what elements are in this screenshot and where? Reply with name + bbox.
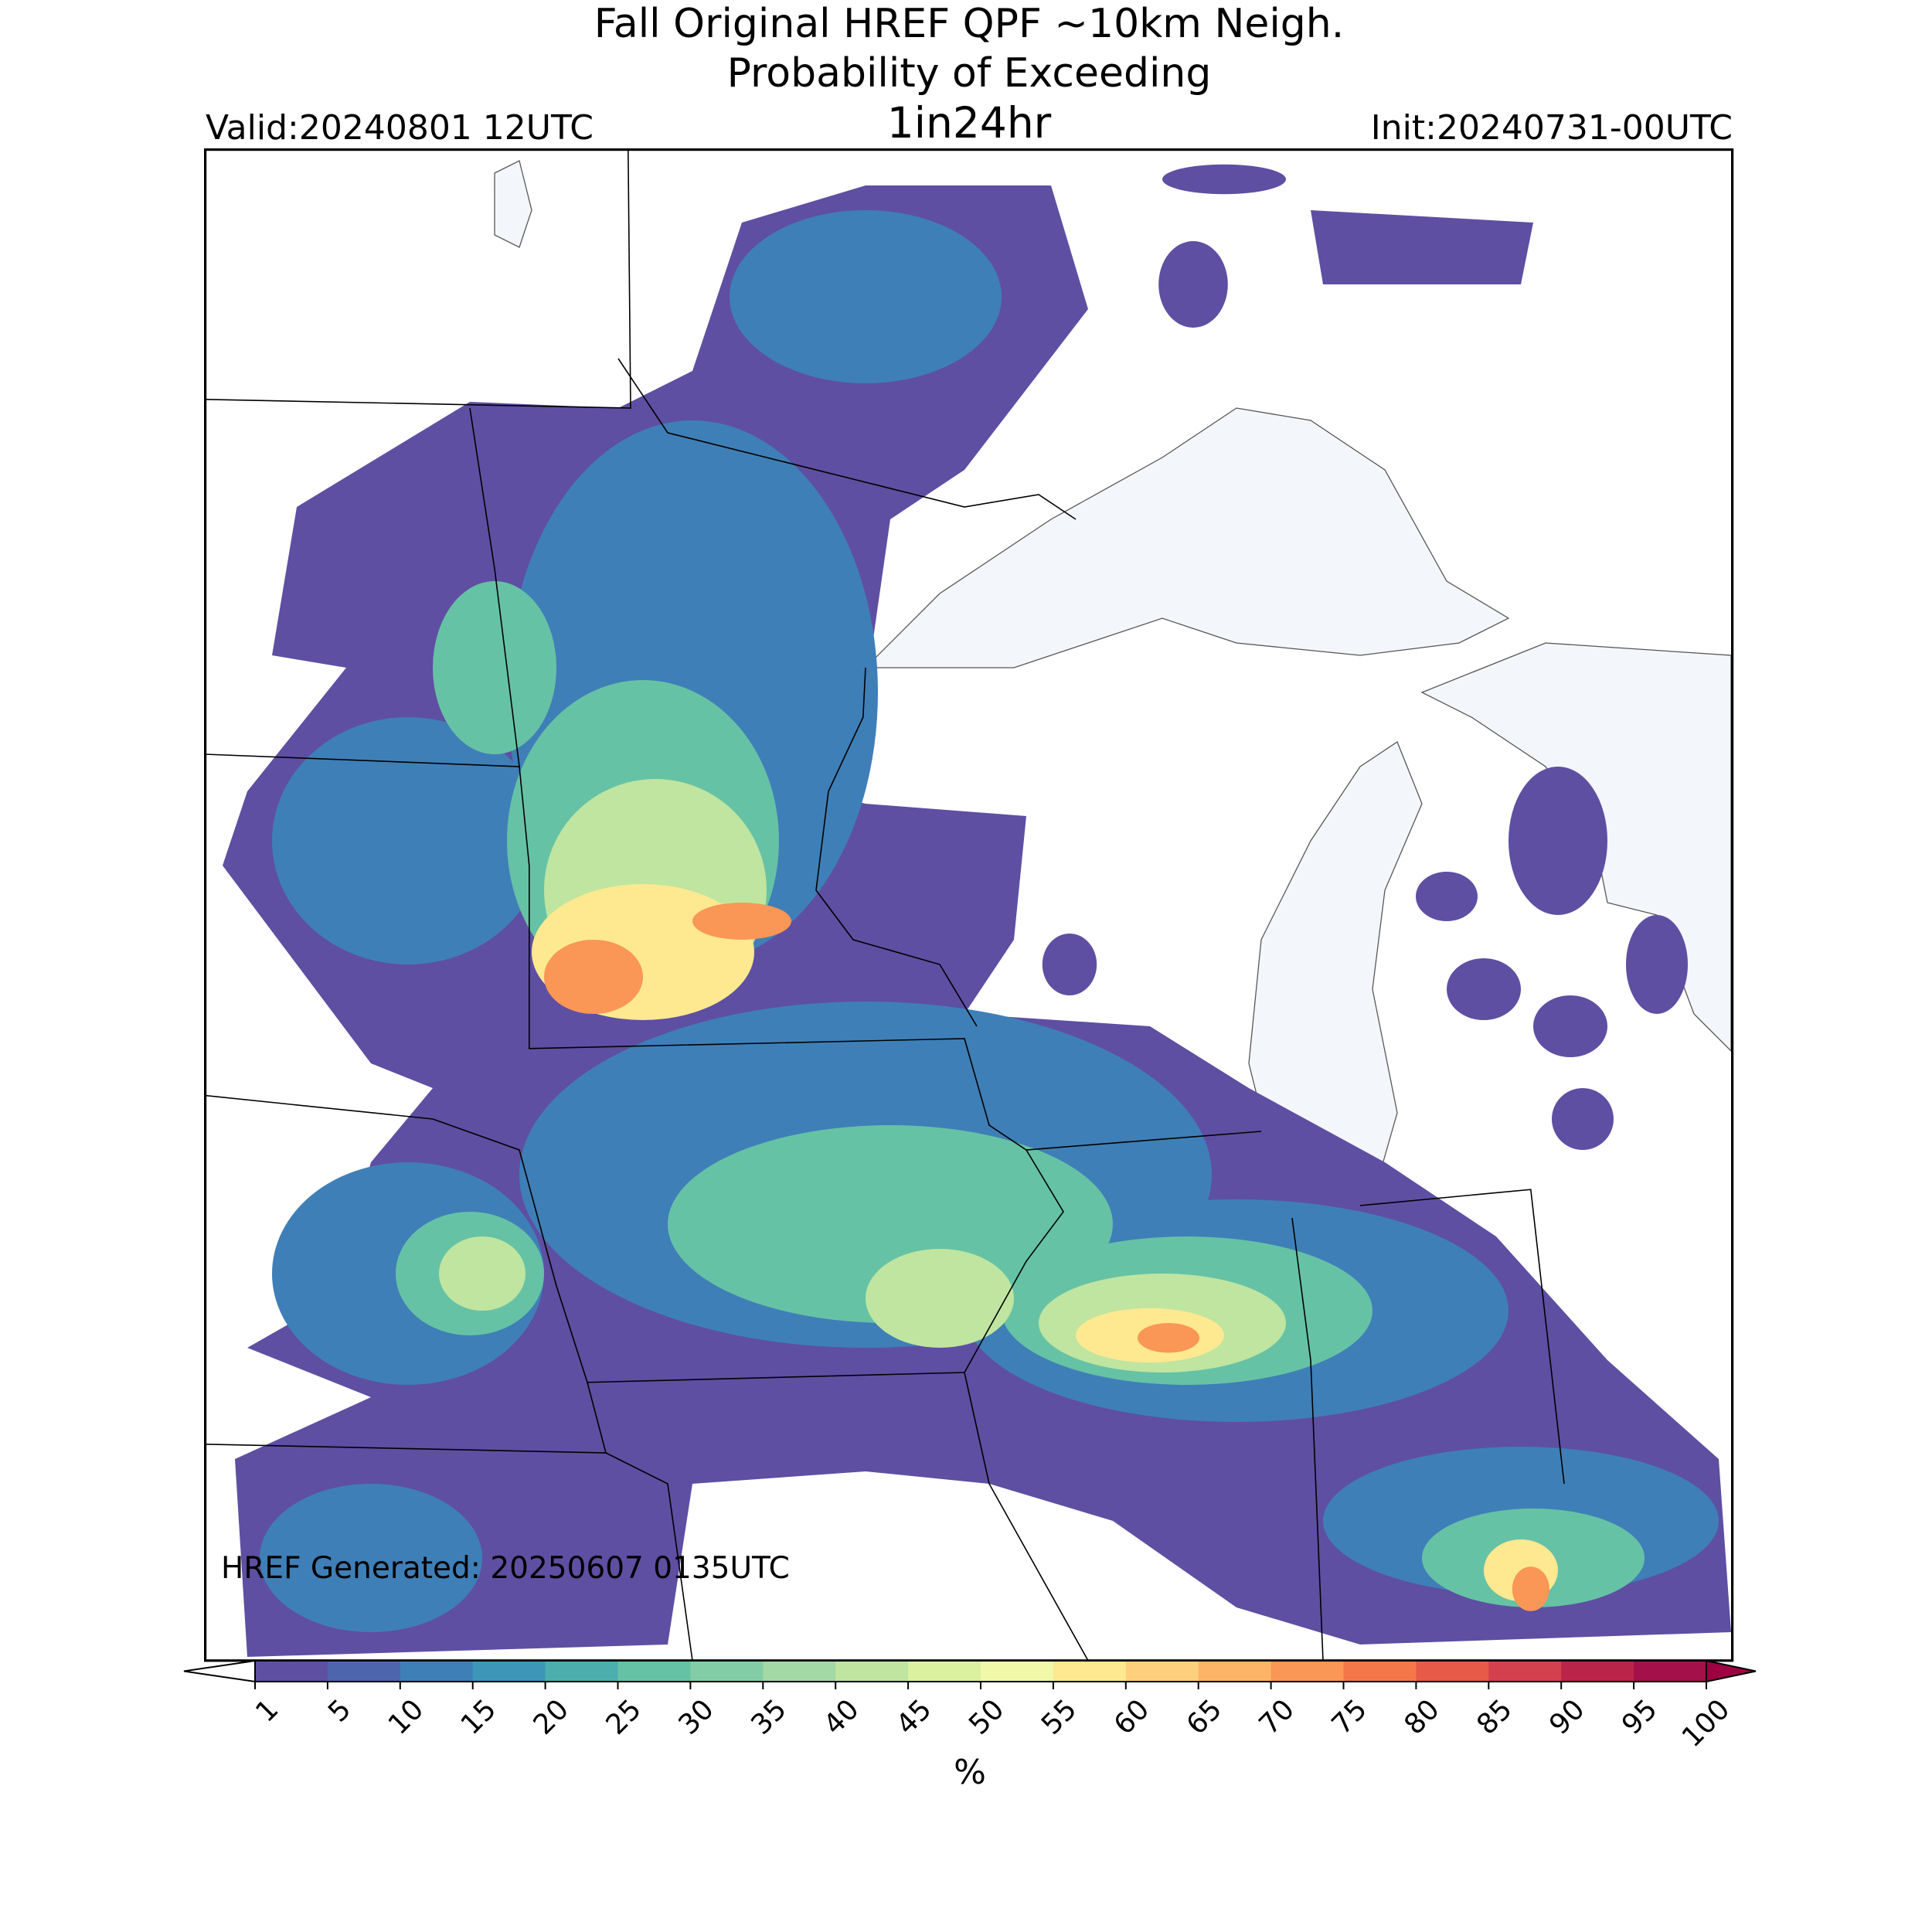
colorbar-bin (400, 1661, 474, 1682)
colorbar-tick-label: 30 (672, 1693, 719, 1740)
colorbar-bin (255, 1661, 328, 1682)
colorbar-tick-label: 5 (322, 1693, 357, 1728)
map (204, 148, 1734, 1662)
colorbar-tick-label: 60 (1108, 1693, 1155, 1740)
colorbar-bin (1125, 1661, 1199, 1682)
colorbar-bin (617, 1661, 691, 1682)
colorbar-bin (1053, 1661, 1127, 1682)
colorbar-bin (1198, 1661, 1272, 1682)
colorbar-bin (690, 1661, 764, 1682)
threshold: 1in24hr (887, 98, 1052, 148)
colorbar-bin (981, 1661, 1054, 1682)
colorbar-tick-label: 20 (528, 1693, 575, 1740)
colorbar-tick-label: 45 (890, 1693, 937, 1740)
colorbar-tick-label: 90 (1543, 1693, 1590, 1740)
colorbar-tick-label: 75 (1326, 1693, 1373, 1740)
colorbar-tick-label: 25 (600, 1693, 648, 1740)
state-borders (205, 149, 1565, 1661)
colorbar-tick-label: 10 (383, 1693, 430, 1740)
colorbar-tick-label: 70 (1253, 1693, 1301, 1740)
colorbar-tick-label: 35 (745, 1693, 792, 1740)
colorbar-bin (1561, 1661, 1634, 1682)
colorbar-bin (1634, 1661, 1707, 1682)
colorbar-bin (1416, 1661, 1489, 1682)
subtitle: Probability of Exceeding (727, 50, 1212, 97)
colorbar-bin (1270, 1661, 1344, 1682)
colorbar-bin (545, 1661, 618, 1682)
colorbar-bin (835, 1661, 909, 1682)
colorbar-tick-label: 95 (1616, 1693, 1663, 1740)
colorbar-tick-label: 85 (1471, 1693, 1518, 1740)
colorbar-tick-label: 65 (1181, 1693, 1228, 1740)
colorbar-bin (763, 1661, 836, 1682)
title: Fall Original HREF QPF ~10km Neigh. (594, 1, 1345, 47)
colorbar-bin (908, 1661, 981, 1682)
init-time: Init:20240731-00UTC (1371, 108, 1733, 148)
probability-field (223, 164, 1731, 1657)
colorbar-bin (1343, 1661, 1417, 1682)
colorbar-tick-label: 15 (455, 1693, 502, 1740)
colorbar-tick-label: 50 (963, 1693, 1010, 1740)
colorbar-tick-label: 40 (818, 1693, 865, 1740)
generated-note: HREF Generated: 20250607 0135UTC (221, 1551, 790, 1586)
colorbar-tick-label: 100 (1676, 1693, 1736, 1753)
valid-time: Valid:20240801 12UTC (206, 108, 594, 148)
colorbar-tick-label: 1 (250, 1693, 284, 1728)
colorbar-bin (472, 1661, 546, 1682)
colorbar-over (1706, 1659, 1757, 1683)
colorbar-bin (327, 1661, 401, 1682)
colorbar-bin (1488, 1661, 1562, 1682)
colorbar: 1 5 10 15 20 25 30 35 40 45 50 55 60 65 70 75 80 85 90 95 10… (183, 1659, 1757, 1753)
colorbar-label: % (954, 1753, 986, 1792)
lakes (494, 160, 1732, 1225)
colorbar-tick-label: 55 (1036, 1693, 1083, 1740)
colorbar-under (183, 1659, 256, 1683)
colorbar-tick-label: 80 (1398, 1693, 1445, 1740)
